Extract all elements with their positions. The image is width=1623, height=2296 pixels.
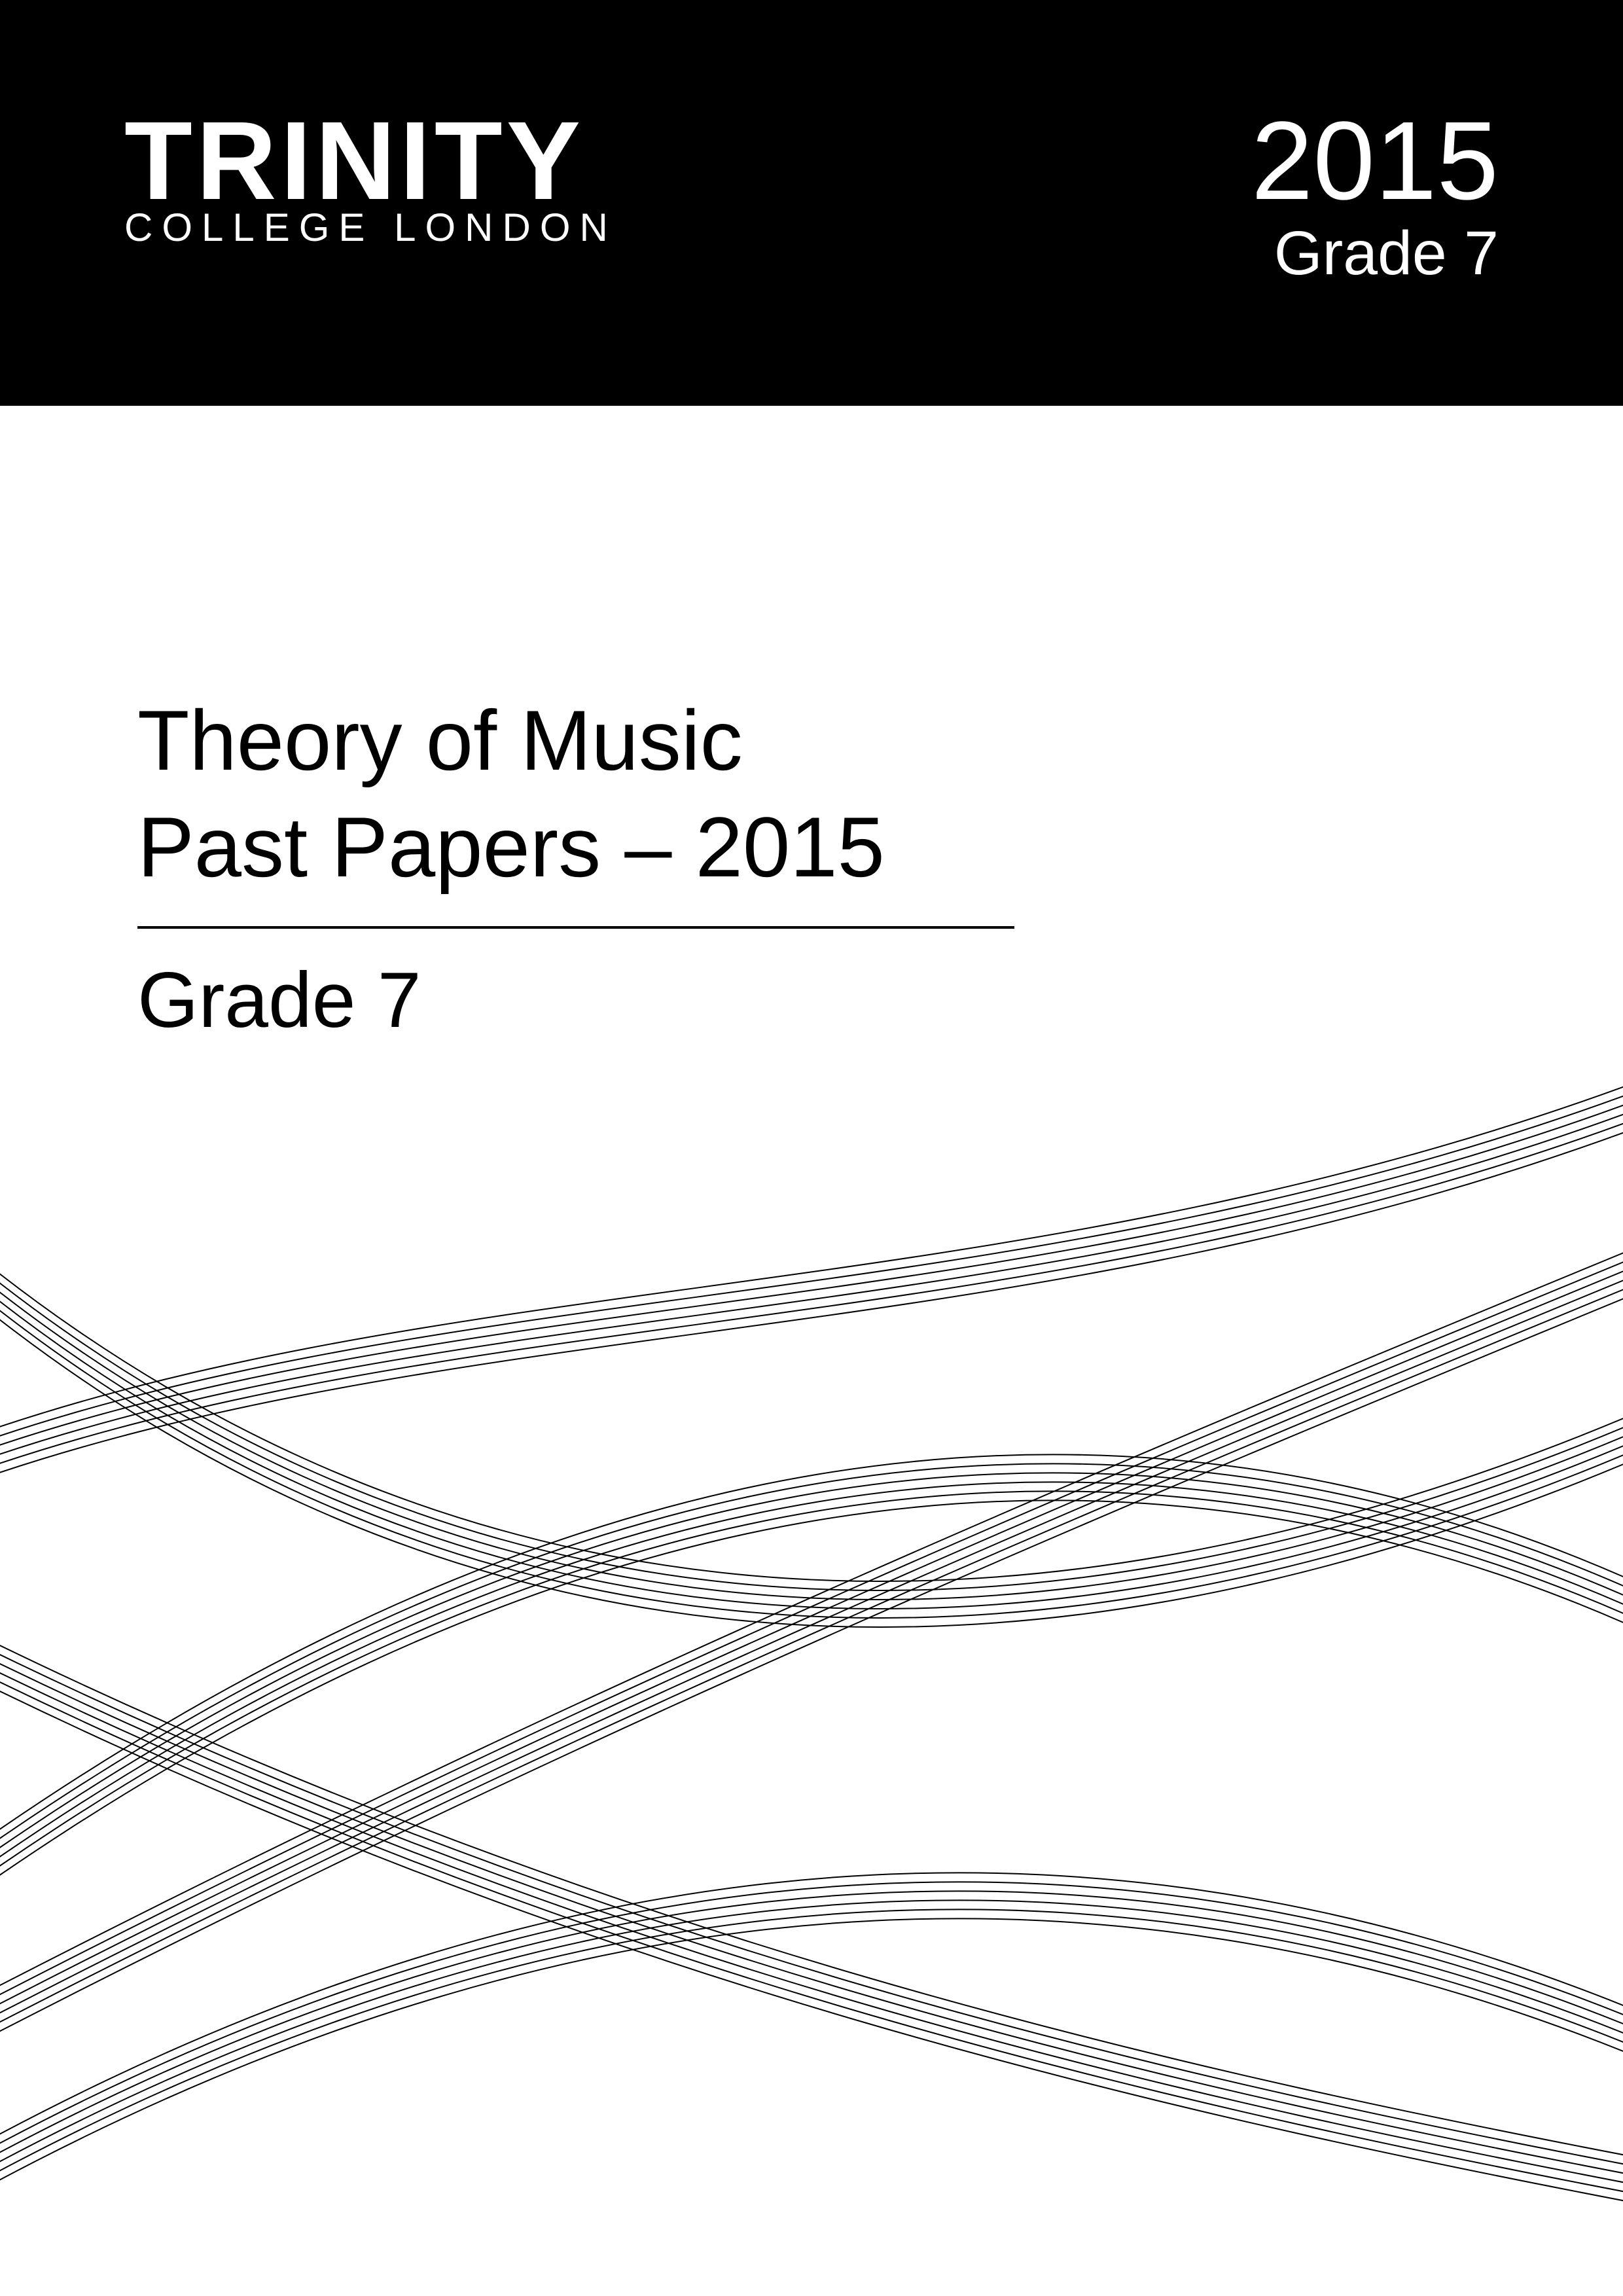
title-line-1: Theory of Music <box>137 687 1014 794</box>
header-grade: Grade 7 <box>1251 218 1499 289</box>
header-right: 2015 Grade 7 <box>1251 111 1499 289</box>
logo-subline: COLLEGE LONDON <box>124 205 617 250</box>
header-band: TRINITY COLLEGE LONDON 2015 Grade 7 <box>0 0 1623 406</box>
logo-brand: TRINITY <box>124 111 617 211</box>
header-year: 2015 <box>1251 111 1499 211</box>
title-grade: Grade 7 <box>137 955 1014 1045</box>
logo-block: TRINITY COLLEGE LONDON <box>124 111 617 250</box>
title-divider <box>137 926 1014 929</box>
title-line-2: Past Papers – 2015 <box>137 794 1014 901</box>
title-block: Theory of Music Past Papers – 2015 Grade… <box>137 687 1014 1045</box>
